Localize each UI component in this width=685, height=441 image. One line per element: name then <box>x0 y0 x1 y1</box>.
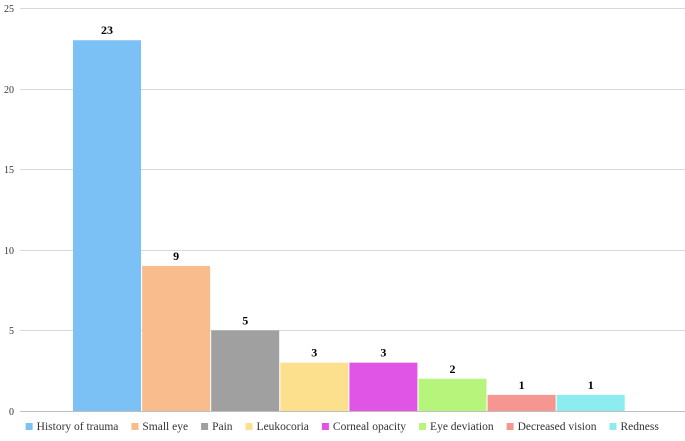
legend-swatch <box>245 423 253 430</box>
legend-swatch <box>25 423 33 430</box>
bar-leukocoria <box>280 362 349 411</box>
y-tick-label: 15 <box>4 165 14 176</box>
legend-label: Small eye <box>142 421 188 433</box>
bar-history-of-trauma <box>73 40 141 412</box>
bar-eye-deviation <box>418 378 487 411</box>
data-label: 5 <box>242 313 248 327</box>
legend-item: Redness <box>609 421 659 433</box>
legend-item: Eye deviation <box>419 421 494 433</box>
bar-redness <box>556 394 625 411</box>
legend-label: Eye deviation <box>430 421 494 433</box>
legend-label: Redness <box>620 421 659 433</box>
legend-item: Small eye <box>131 421 188 433</box>
y-tick-label: 25 <box>4 4 14 15</box>
legend-swatch <box>419 423 427 430</box>
data-label: 3 <box>311 346 317 360</box>
legend-item: Pain <box>201 421 233 433</box>
legend-swatch <box>609 423 617 430</box>
y-axis: 0 5 10 15 20 25 <box>4 4 14 418</box>
data-label: 23 <box>101 23 113 37</box>
y-tick-label: 0 <box>9 407 14 418</box>
legend-item: History of trauma <box>25 421 119 433</box>
legend-swatch <box>201 423 209 430</box>
legend-swatch <box>131 423 139 430</box>
data-label: 1 <box>588 378 594 392</box>
legend-swatch <box>506 423 514 430</box>
y-tick-label: 5 <box>9 326 14 337</box>
legend-label: Pain <box>212 421 233 433</box>
legend-item: Leukocoria <box>245 421 309 433</box>
legend: History of trauma Small eye Pain Leukocoria… <box>25 421 659 433</box>
legend-label: History of trauma <box>37 421 119 433</box>
bar-decreased-vision <box>487 394 556 411</box>
legend-label: Corneal opacity <box>333 421 406 433</box>
bar-small-eye <box>142 265 211 411</box>
bars <box>73 40 625 412</box>
bar-pain <box>211 330 280 411</box>
data-label: 2 <box>450 362 456 376</box>
y-tick-label: 10 <box>4 246 14 257</box>
legend-label: Leukocoria <box>257 421 309 433</box>
legend-label: Decreased vision <box>518 421 597 433</box>
data-label: 1 <box>519 378 525 392</box>
y-tick-label: 20 <box>4 85 14 96</box>
legend-item: Decreased vision <box>506 421 597 433</box>
data-label: 9 <box>173 249 179 263</box>
bar-corneal-opacity <box>349 362 418 411</box>
data-labels: 23 9 5 3 3 2 1 1 <box>101 23 594 392</box>
legend-item: Corneal opacity <box>321 421 406 433</box>
data-label: 3 <box>380 346 386 360</box>
legend-swatch <box>321 423 329 430</box>
